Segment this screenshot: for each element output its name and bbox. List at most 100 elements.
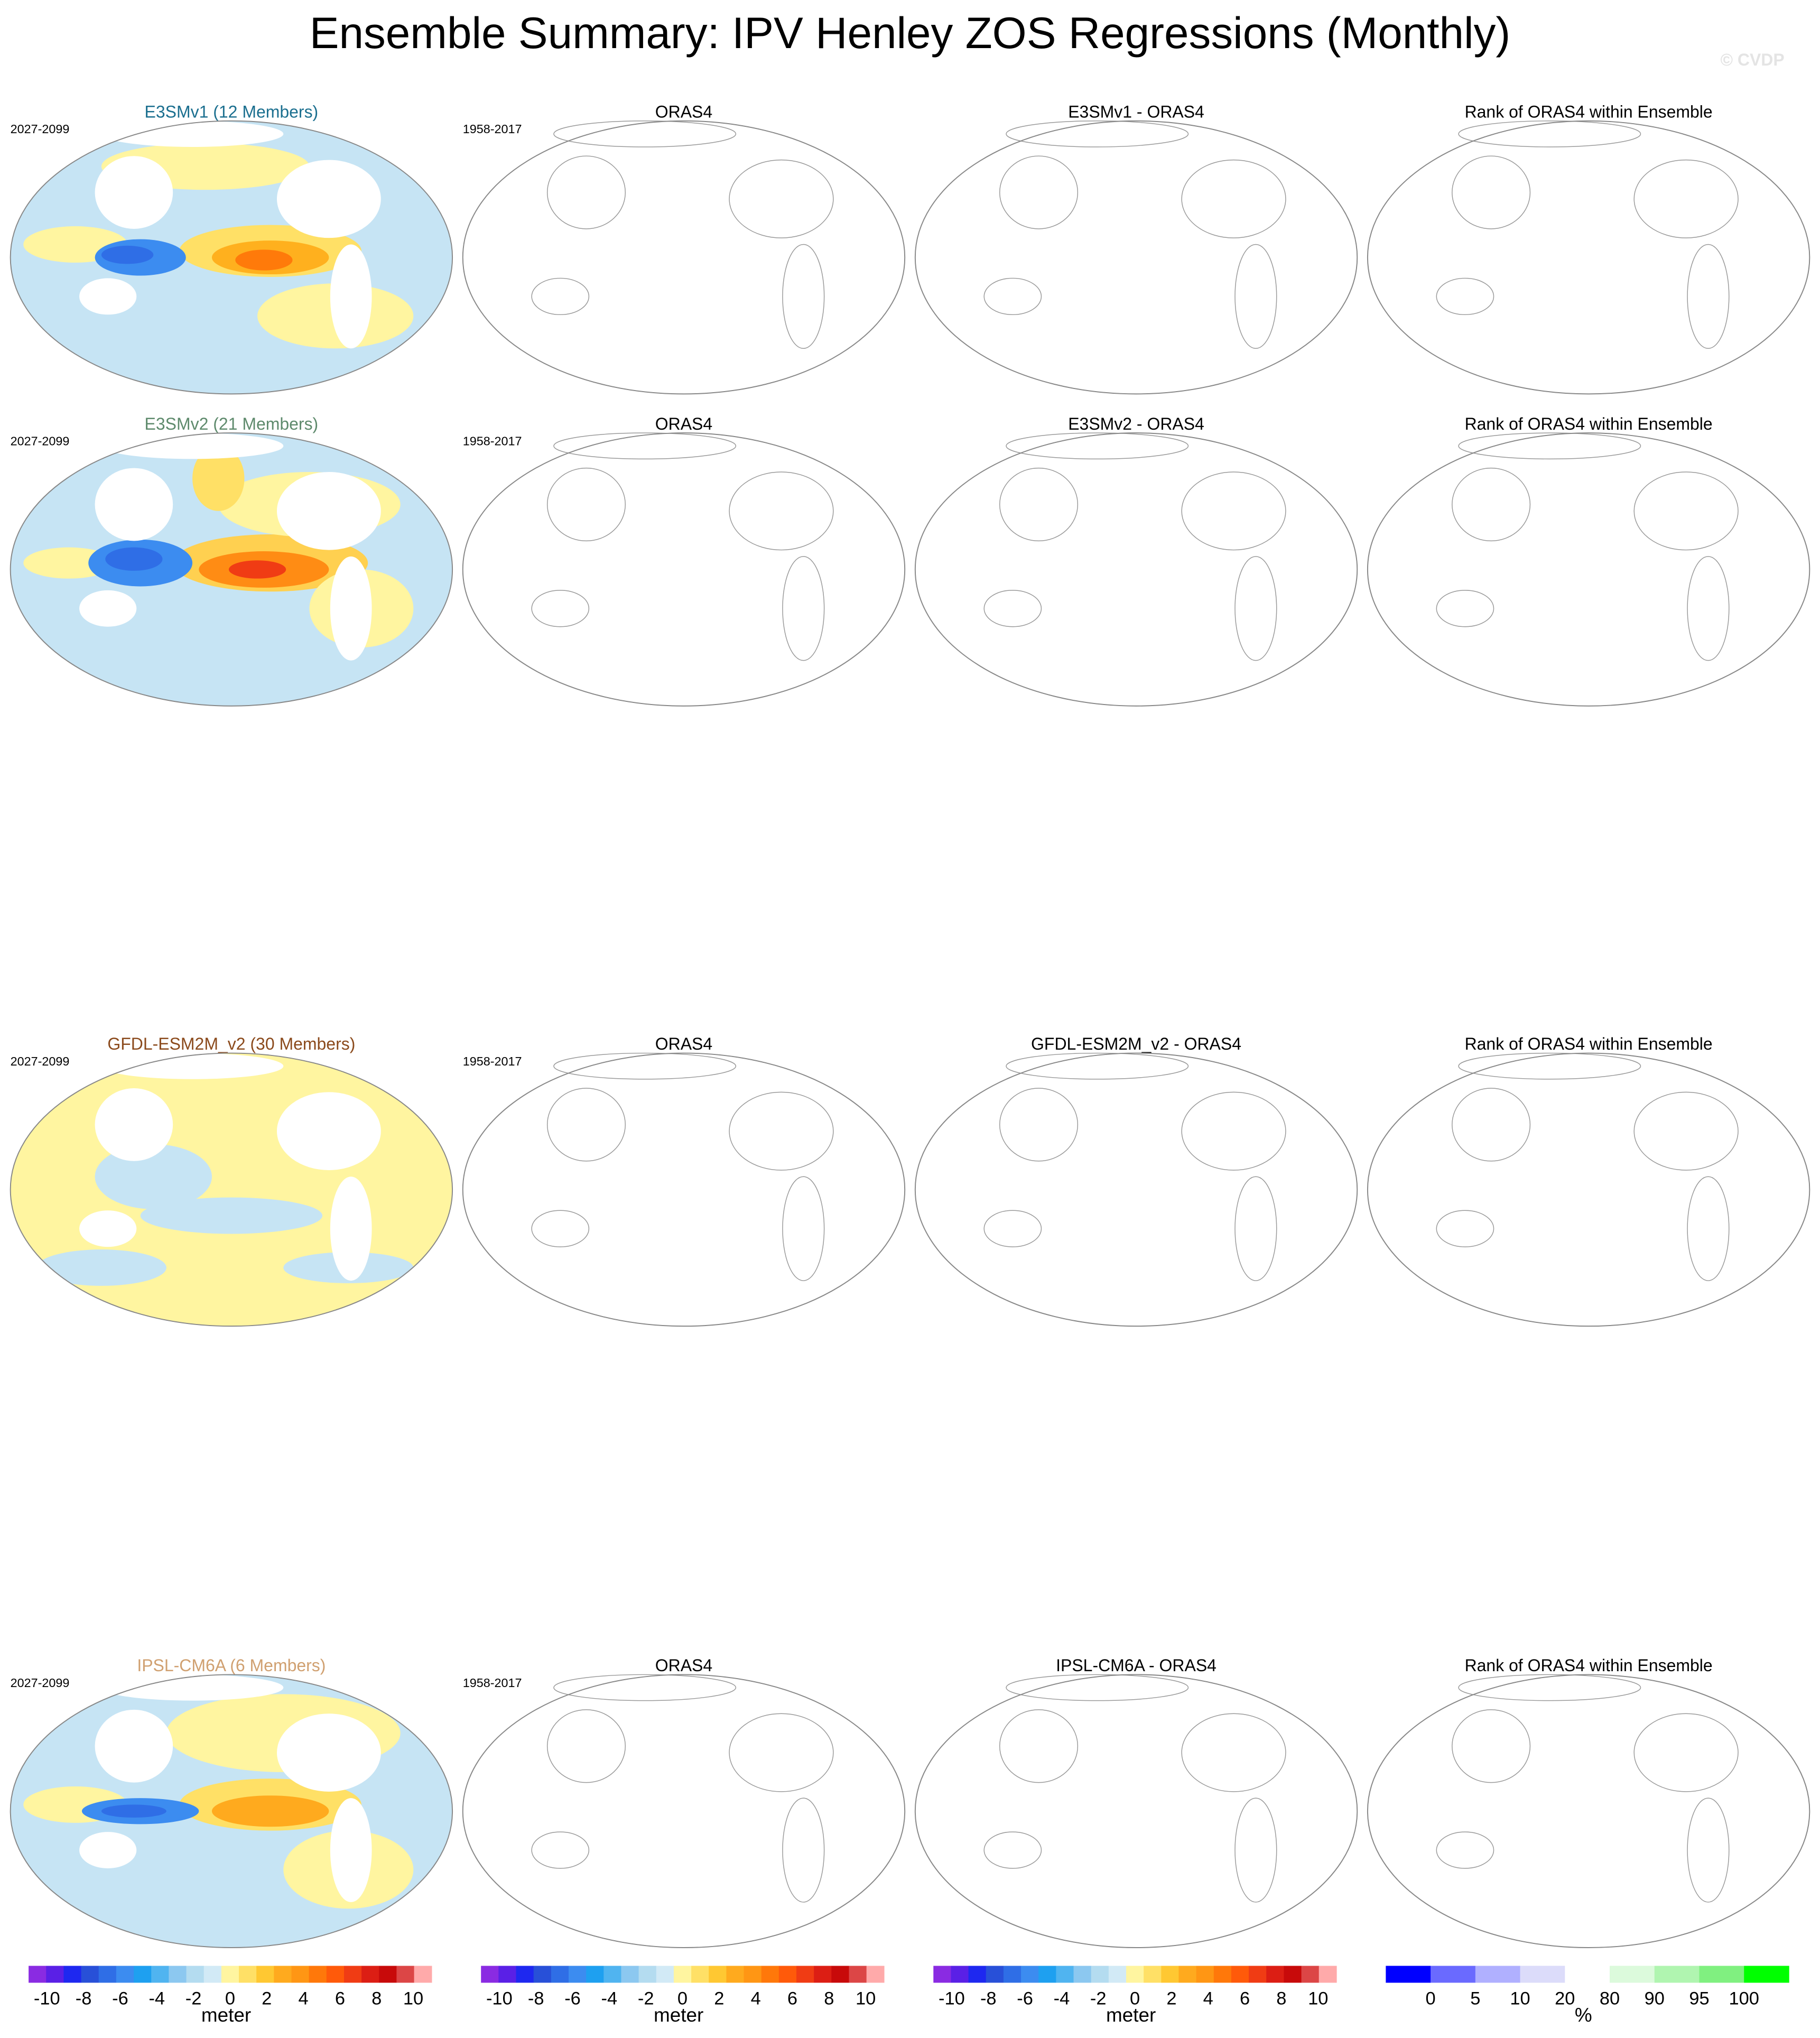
coastline xyxy=(1633,1091,1739,1171)
colorbar-box xyxy=(1021,1966,1039,1983)
colorbar-box xyxy=(831,1966,850,1983)
coastline xyxy=(1234,244,1277,349)
colorbar-unit: meter xyxy=(1106,2004,1156,2026)
colorbar-box xyxy=(1144,1966,1162,1983)
colorbar-box xyxy=(151,1966,170,1983)
panel-title: Rank of ORAS4 within Ensemble xyxy=(1465,1656,1713,1675)
panel-title: ORAS4 xyxy=(655,414,712,433)
colorbar-box xyxy=(1266,1966,1285,1983)
coastline xyxy=(999,1088,1079,1162)
colorbar-tick-label: 4 xyxy=(298,1989,308,2009)
coastline xyxy=(1687,244,1730,349)
colorbar-box xyxy=(1161,1966,1180,1983)
colorbar-tick-label: 100 xyxy=(1729,1989,1759,2009)
colorbar-box xyxy=(134,1966,152,1983)
watermark: © CVDP xyxy=(1720,50,1784,69)
colorbar-box xyxy=(481,1966,499,1983)
colorbar-box xyxy=(1178,1966,1197,1983)
colorbar-box xyxy=(1431,1966,1476,1983)
colorbar-tick-label: 0 xyxy=(1130,1989,1140,2009)
colorbar-tick-label: 8 xyxy=(372,1989,382,2009)
colorbar-unit: meter xyxy=(654,2004,703,2026)
land xyxy=(101,1674,284,1701)
colorbar-box xyxy=(379,1966,397,1983)
colorbar-tick-label: 0 xyxy=(1426,1989,1436,2009)
colorbar-box xyxy=(1196,1966,1214,1983)
map-border xyxy=(462,120,906,395)
coastline xyxy=(729,1091,834,1171)
colorbar-tick-label: -8 xyxy=(76,1989,92,2009)
colorbar-box xyxy=(1231,1966,1249,1983)
land xyxy=(101,433,284,459)
coastline xyxy=(1436,277,1494,316)
panel-title: ORAS4 xyxy=(655,1656,712,1675)
panel-title: Rank of ORAS4 within Ensemble xyxy=(1465,1034,1713,1053)
panel-title: ORAS4 xyxy=(655,102,712,121)
colorbar-box xyxy=(986,1966,1004,1983)
coastline xyxy=(553,432,737,460)
colorbar-tick-label: 6 xyxy=(787,1989,797,2009)
colorbar-tick-label: -10 xyxy=(486,1989,513,2009)
colorbar-box xyxy=(274,1966,292,1983)
colorbar-tick-label: 4 xyxy=(751,1989,761,2009)
colorbar-tick-label: 90 xyxy=(1645,1989,1665,2009)
colorbar-tick-label: 10 xyxy=(1510,1989,1530,2009)
colorbar-box xyxy=(1744,1966,1789,1983)
colorbar-tick-label: 0 xyxy=(677,1989,688,2009)
field xyxy=(10,433,453,706)
colorbar-tick-label: -4 xyxy=(1054,1989,1070,2009)
coastline xyxy=(729,1713,834,1792)
map-border xyxy=(10,1674,453,1949)
colorbar-box xyxy=(933,1966,952,1983)
colorbar-box xyxy=(238,1966,257,1983)
map-border xyxy=(1367,120,1810,395)
coastline xyxy=(782,244,825,349)
colorbar-tick-label: 2 xyxy=(262,1989,272,2009)
field-blob xyxy=(228,560,286,579)
coastline xyxy=(553,121,737,147)
field-blob xyxy=(101,1804,166,1818)
coastline xyxy=(1181,159,1286,238)
colorbar-box xyxy=(516,1966,534,1983)
colorbar-box xyxy=(169,1966,187,1983)
colorbar-box xyxy=(709,1966,727,1983)
coastline xyxy=(999,155,1079,229)
colorbar-box xyxy=(866,1966,885,1983)
period-label: 2027-2099 xyxy=(11,1676,70,1690)
coastline xyxy=(729,471,834,551)
coastline xyxy=(553,1052,737,1080)
coastline xyxy=(1436,590,1494,627)
colorbar-box xyxy=(63,1966,82,1983)
colorbar-tick-label: 20 xyxy=(1555,1989,1575,2009)
colorbar-box xyxy=(1386,1966,1431,1983)
colorbar-box xyxy=(638,1966,657,1983)
colorbar-box xyxy=(343,1966,362,1983)
coastline xyxy=(546,1709,626,1783)
colorbar-box xyxy=(1003,1966,1022,1983)
field-blob xyxy=(10,1053,453,1327)
colorbar-box xyxy=(1213,1966,1232,1983)
coastline xyxy=(1687,1798,1730,1903)
field xyxy=(10,1674,453,1948)
colorbar-box xyxy=(1318,1966,1337,1983)
colorbar-box xyxy=(1301,1966,1320,1983)
colorbar-box xyxy=(256,1966,275,1983)
colorbar-tick-label: -4 xyxy=(601,1989,618,2009)
colorbar-tick-label: -2 xyxy=(185,1989,202,2009)
colorbar-box xyxy=(116,1966,134,1983)
colorbar-box xyxy=(814,1966,832,1983)
map-border xyxy=(10,120,453,395)
land xyxy=(330,556,372,661)
coastline xyxy=(1181,1713,1286,1792)
field-blob xyxy=(101,245,154,264)
coastline xyxy=(782,1798,825,1903)
coastline xyxy=(1452,1709,1531,1783)
period-label: 2027-2099 xyxy=(11,122,70,136)
colorbar-tick-label: 4 xyxy=(1203,1989,1213,2009)
colorbar-tick-label: -2 xyxy=(638,1989,654,2009)
panel-title: IPSL-CM6A (6 Members) xyxy=(137,1656,326,1675)
coastline xyxy=(1458,432,1641,460)
coastline xyxy=(983,1210,1042,1247)
colorbar-box xyxy=(1565,1966,1610,1983)
